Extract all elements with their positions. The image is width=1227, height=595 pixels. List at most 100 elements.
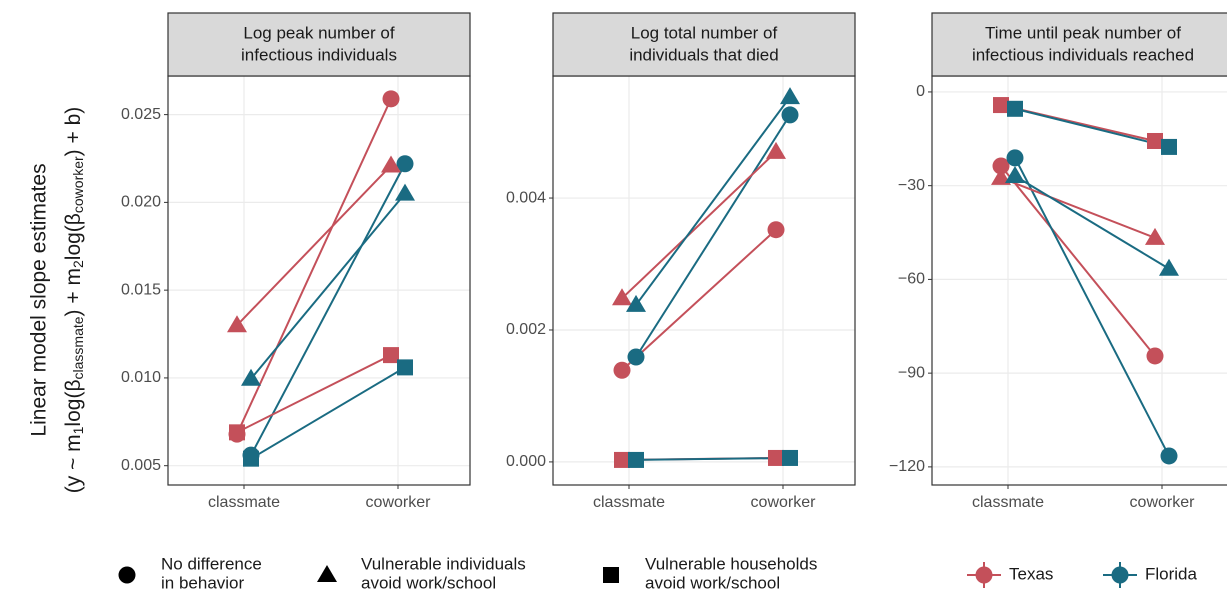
- x-tick-label: coworker: [751, 494, 817, 511]
- data-point: [991, 167, 1011, 185]
- panel-background: [932, 76, 1227, 485]
- data-point: [1161, 138, 1177, 155]
- data-point: [627, 348, 645, 366]
- series-line: [621, 228, 777, 371]
- panel-title: individuals that died: [629, 45, 778, 64]
- y-tick-label: 0.002: [506, 321, 546, 338]
- data-point: [1007, 100, 1023, 117]
- strip: [931, 12, 1227, 77]
- series-line: [236, 98, 392, 435]
- y-tick-label: 0.004: [506, 189, 546, 206]
- y-tick-label: 0.010: [121, 369, 161, 386]
- data-point: [781, 106, 799, 124]
- data-point: [626, 294, 646, 312]
- data-point: [612, 288, 632, 306]
- formula-part: ) + m: [62, 268, 85, 316]
- y-tick-label: 0.005: [121, 457, 161, 474]
- y-tick-label: 0.025: [121, 106, 161, 123]
- data-point: [766, 141, 786, 159]
- legend-label: in behavior: [161, 573, 245, 592]
- series-line: [635, 456, 791, 461]
- y-tick-label: 0.000: [506, 453, 546, 470]
- series-line: [1014, 157, 1170, 457]
- y-axis-label: Linear model slope estimates: [28, 163, 51, 436]
- formula-part: (y ~ m: [62, 434, 85, 493]
- series-line: [250, 366, 406, 460]
- legend-label: No difference: [161, 554, 262, 573]
- series-line: [1014, 175, 1170, 270]
- panel-title: Time until peak number of: [985, 23, 1181, 42]
- subscript: 1: [70, 426, 86, 434]
- data-point: [382, 90, 400, 108]
- data-point: [227, 315, 247, 333]
- panel-background: [168, 76, 470, 485]
- series-line: [236, 164, 392, 326]
- subscript: classmate: [70, 316, 86, 379]
- series-line: [635, 96, 791, 306]
- y-tick-label: 0: [916, 83, 925, 100]
- data-point: [229, 424, 245, 441]
- legend-key: [975, 566, 993, 584]
- x-tick-label: coworker: [1130, 494, 1196, 511]
- series-line: [621, 151, 777, 300]
- legend-key: [1111, 566, 1129, 584]
- panel-title: infectious individuals: [241, 45, 397, 64]
- panel-background: [553, 76, 855, 485]
- series-line: [1014, 107, 1170, 148]
- data-point: [768, 449, 784, 466]
- panel-title: infectious individuals reached: [972, 45, 1194, 64]
- legend-key: [118, 566, 136, 584]
- y-tick-label: 0.020: [121, 194, 161, 211]
- data-point: [243, 450, 259, 467]
- panel-title: Log total number of: [631, 23, 778, 42]
- legend-label: Vulnerable individuals: [361, 554, 526, 573]
- data-point: [395, 183, 415, 201]
- series-line: [1000, 176, 1156, 239]
- strip: [552, 12, 856, 77]
- x-tick-label: classmate: [208, 494, 280, 511]
- legend-key: [603, 567, 619, 583]
- subscript: 2: [70, 260, 86, 268]
- y-tick-label: −90: [898, 364, 925, 381]
- data-point: [381, 155, 401, 173]
- data-point: [993, 97, 1009, 114]
- data-point: [782, 449, 798, 466]
- data-point: [383, 347, 399, 364]
- data-point: [992, 157, 1010, 175]
- y-axis-formula: (y ~ m1log(βclassmate) + m2log(βcoworker…: [62, 107, 86, 494]
- formula-part: ) + b): [62, 107, 85, 157]
- series-line: [635, 114, 791, 358]
- data-point: [767, 221, 785, 239]
- data-point: [397, 359, 413, 376]
- data-point: [241, 368, 261, 386]
- legend-label: Vulnerable households: [645, 554, 817, 573]
- y-tick-label: −30: [898, 177, 925, 194]
- series-line: [236, 354, 392, 434]
- data-point: [1005, 165, 1025, 183]
- legend-label: avoid work/school: [361, 573, 496, 592]
- panel-title: Log peak number of: [243, 23, 394, 42]
- data-point: [614, 451, 630, 468]
- legend-key: [317, 565, 337, 582]
- data-point: [1006, 149, 1024, 167]
- data-point: [1159, 258, 1179, 276]
- x-tick-label: coworker: [366, 494, 432, 511]
- legend-label: Florida: [1145, 564, 1198, 583]
- series-line: [250, 192, 406, 380]
- y-tick-label: −120: [889, 458, 925, 475]
- series-line: [1000, 165, 1156, 357]
- series-line: [250, 163, 406, 456]
- formula-part: log(β: [62, 379, 85, 426]
- x-tick-label: classmate: [593, 494, 665, 511]
- formula-part: log(β: [62, 213, 85, 260]
- strip: [167, 12, 471, 77]
- legend-label: Texas: [1009, 564, 1053, 583]
- data-point: [628, 451, 644, 468]
- data-point: [1160, 447, 1178, 465]
- data-point: [1147, 132, 1163, 149]
- legend-label: avoid work/school: [645, 573, 780, 592]
- data-point: [396, 155, 414, 173]
- data-point: [780, 87, 800, 105]
- subscript: coworker: [70, 156, 86, 213]
